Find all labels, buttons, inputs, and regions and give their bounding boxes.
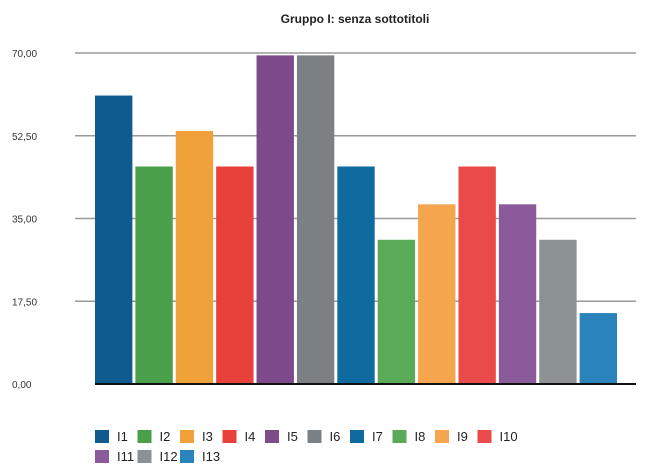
legend-swatch [307, 430, 322, 443]
legend-label: I8 [415, 429, 426, 444]
bar-i4 [216, 166, 254, 384]
y-axis-ticks: 0,00 17,50 35,00 52,50 70,00 [12, 49, 37, 391]
legend-label: I11 [117, 449, 134, 464]
legend-label: I1 [117, 429, 128, 444]
legend-swatch [95, 450, 109, 463]
legend-label: I6 [330, 429, 341, 444]
legend-label: I4 [245, 429, 256, 444]
y-tick-label: 0,00 [12, 380, 32, 391]
legend-swatch [137, 450, 152, 463]
legend-swatch [265, 430, 279, 443]
legend-swatch [222, 430, 237, 443]
legend-swatch [435, 430, 449, 443]
legend-label: I2 [160, 429, 171, 444]
bar-i7 [337, 166, 375, 384]
legend-swatch [137, 430, 152, 443]
legend-label: I3 [202, 429, 213, 444]
legend-label: I5 [287, 429, 298, 444]
bar-i3 [175, 131, 214, 384]
chart-title: Gruppo I: senza sottotitoli [281, 12, 430, 26]
legend-label: I12 [160, 449, 178, 464]
legend-label: I9 [457, 429, 468, 444]
y-tick-label: 35,00 [12, 215, 37, 226]
legend-swatch [95, 430, 109, 443]
legend-swatch [477, 430, 492, 443]
bar-i8 [377, 239, 416, 384]
legend-swatch [180, 450, 194, 463]
bar-i11 [498, 204, 537, 384]
bar-i13 [579, 313, 617, 384]
y-tick-label: 17,50 [12, 297, 37, 308]
bar-i2 [135, 166, 173, 384]
legend-label: I7 [372, 429, 383, 444]
y-tick-label: 52,50 [12, 132, 37, 143]
bar-i12 [539, 239, 577, 384]
bar-i1 [95, 95, 133, 385]
bar-i9 [418, 204, 456, 384]
legend-label: I10 [500, 429, 518, 444]
legend-swatch [392, 430, 407, 443]
legend: I1 I2 I3 I4 I5 I6 I7 I8 I9 I10 I11 I12 I13 [95, 429, 518, 464]
bars [95, 55, 617, 385]
legend-swatch [180, 430, 194, 443]
bar-i10 [458, 166, 496, 384]
y-tick-label: 70,00 [12, 49, 37, 60]
bar-i5 [256, 55, 294, 384]
legend-swatch [350, 430, 364, 443]
legend-label: I13 [202, 449, 220, 464]
bar-i6 [296, 55, 335, 384]
